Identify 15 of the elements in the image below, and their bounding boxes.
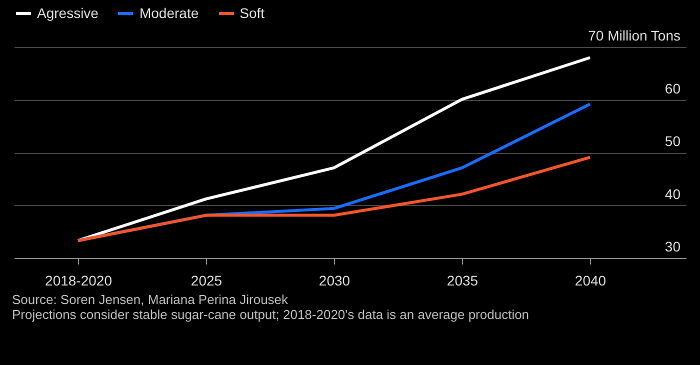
text: Projections consider stable sugar-cane output; 2018-2020's data is an average production <box>12 307 530 322</box>
y-tick-label: 40 <box>664 186 681 202</box>
y-tick-label: 60 <box>664 80 681 96</box>
y-tick-label: 70 Million Tons <box>588 28 680 44</box>
x-tick-label: 2040 <box>574 272 606 288</box>
source-note: Source: Soren Jensen, Mariana Perina Jirousek <box>12 292 290 307</box>
legend-label: Moderate <box>139 5 199 21</box>
y-tick-label: 50 <box>664 133 681 150</box>
y-tick-label: 30 <box>664 238 681 254</box>
x-tick-label: 2025 <box>190 272 222 288</box>
legend-label: Soft <box>240 5 265 21</box>
x-tick-label: 2018-2020 <box>45 272 112 288</box>
x-tick-label: 2030 <box>318 272 350 288</box>
legend-label: Agressive <box>37 5 98 21</box>
x-tick-label: 2035 <box>446 272 478 288</box>
